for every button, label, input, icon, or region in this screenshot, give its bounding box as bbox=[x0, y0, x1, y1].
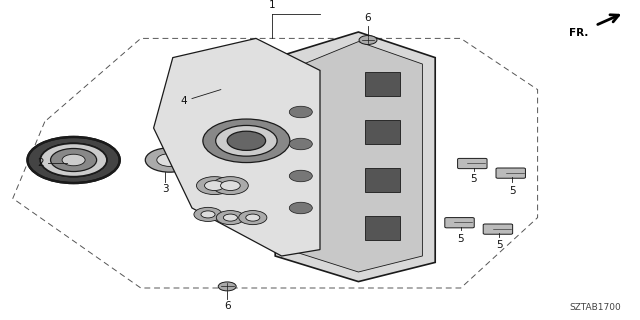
Text: 6: 6 bbox=[365, 13, 371, 23]
Text: 2: 2 bbox=[37, 157, 44, 168]
Circle shape bbox=[201, 211, 215, 218]
Bar bbox=[365, 72, 400, 96]
Circle shape bbox=[239, 211, 267, 225]
Circle shape bbox=[216, 125, 277, 156]
Circle shape bbox=[212, 177, 248, 195]
FancyBboxPatch shape bbox=[458, 158, 487, 169]
Text: 3: 3 bbox=[162, 184, 168, 194]
Circle shape bbox=[40, 143, 107, 177]
Text: 4: 4 bbox=[181, 96, 188, 106]
Circle shape bbox=[221, 181, 240, 190]
Circle shape bbox=[246, 214, 260, 221]
Circle shape bbox=[289, 202, 312, 214]
Circle shape bbox=[223, 214, 237, 221]
Polygon shape bbox=[275, 32, 435, 282]
FancyBboxPatch shape bbox=[445, 218, 474, 228]
Circle shape bbox=[62, 154, 85, 166]
FancyBboxPatch shape bbox=[483, 224, 513, 234]
Text: 5: 5 bbox=[458, 234, 464, 244]
FancyBboxPatch shape bbox=[496, 168, 525, 178]
Polygon shape bbox=[154, 38, 320, 256]
Circle shape bbox=[145, 148, 194, 172]
Text: FR.: FR. bbox=[570, 28, 589, 38]
Text: SZTAB1700: SZTAB1700 bbox=[569, 303, 621, 312]
Circle shape bbox=[227, 131, 266, 150]
Text: 5: 5 bbox=[470, 174, 477, 184]
Circle shape bbox=[205, 181, 224, 190]
Circle shape bbox=[194, 207, 222, 221]
Bar bbox=[365, 216, 400, 240]
Circle shape bbox=[51, 148, 97, 172]
Bar bbox=[365, 168, 400, 192]
Bar bbox=[365, 120, 400, 144]
Circle shape bbox=[196, 177, 232, 195]
Text: 5: 5 bbox=[509, 186, 515, 196]
Circle shape bbox=[359, 36, 377, 44]
Circle shape bbox=[28, 137, 120, 183]
Circle shape bbox=[216, 211, 244, 225]
Text: 1: 1 bbox=[269, 0, 275, 10]
Circle shape bbox=[289, 106, 312, 118]
Circle shape bbox=[289, 170, 312, 182]
Text: 6: 6 bbox=[224, 301, 230, 311]
Circle shape bbox=[289, 138, 312, 150]
Circle shape bbox=[157, 154, 182, 166]
Circle shape bbox=[218, 282, 236, 291]
Polygon shape bbox=[288, 42, 422, 272]
Text: 5: 5 bbox=[496, 240, 502, 250]
Circle shape bbox=[203, 119, 290, 163]
